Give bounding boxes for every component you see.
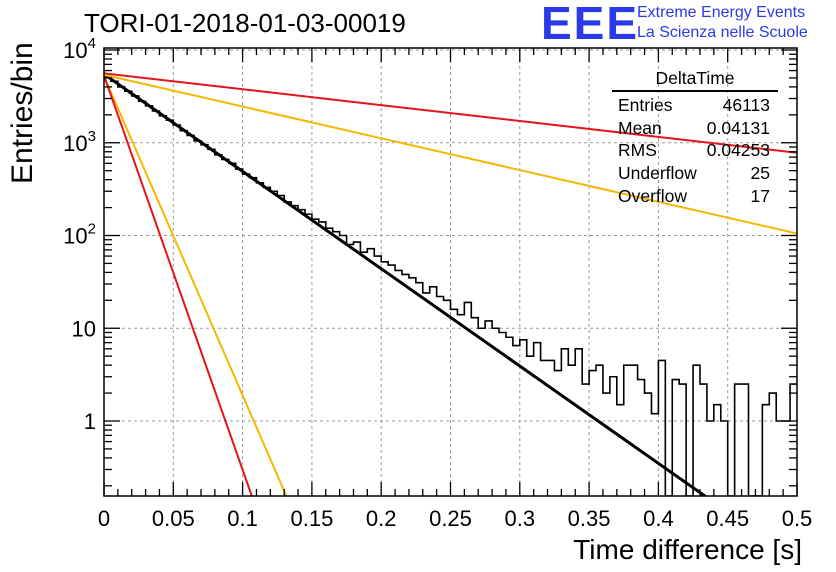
x-axis-label: Time difference [s] — [573, 534, 802, 565]
stats-value: 25 — [750, 163, 770, 184]
x-tick-label: 0.5 — [782, 506, 813, 531]
stats-row-mean: Mean 0.04131 — [612, 117, 778, 140]
eee-logo-line2: La Scienza nelle Scuole — [637, 24, 808, 41]
stats-value: 0.04131 — [706, 117, 770, 138]
y-tick-label: 103 — [63, 128, 96, 156]
x-tick-label: 0.4 — [643, 506, 674, 531]
stats-box: DeltaTime Entries 46113 Mean 0.04131 RMS… — [612, 68, 778, 207]
x-tick-label: 0.25 — [429, 506, 472, 531]
stats-title: DeltaTime — [612, 68, 778, 92]
stats-value: 0.04253 — [706, 140, 770, 161]
x-tick-label: 0 — [98, 506, 110, 531]
stats-value: 46113 — [722, 95, 770, 115]
x-tick-label: 0.2 — [366, 506, 397, 531]
x-tick-label: 0.15 — [290, 506, 333, 531]
stats-label: Overflow — [618, 185, 688, 206]
stats-row-underflow: Underflow 25 — [612, 162, 778, 185]
fit-line-red-slow — [104, 72, 797, 154]
x-tick-label: 0.05 — [152, 506, 195, 531]
y-tick-label: 10 — [72, 316, 96, 341]
stats-label: RMS — [618, 140, 657, 161]
x-tick-label: 0.45 — [706, 506, 749, 531]
fit-line-orange-slow — [104, 73, 797, 235]
stats-label: Mean — [618, 117, 662, 138]
stats-row-overflow: Overflow 17 — [612, 185, 778, 208]
fit-line-orange-fast — [104, 75, 288, 496]
stats-label: Underflow — [618, 163, 697, 184]
fit-line-red-fast — [104, 75, 253, 496]
stats-row-entries: Entries 46113 — [612, 94, 778, 117]
y-axis-label: Entries/bin — [6, 42, 39, 184]
stats-label: Entries — [618, 95, 673, 115]
stats-row-rms: RMS 0.04253 — [612, 139, 778, 162]
eee-logo-line1: Extreme Energy Events — [637, 4, 806, 21]
x-tick-label: 0.35 — [568, 506, 611, 531]
stats-value: 17 — [750, 185, 770, 206]
y-tick-label: 104 — [63, 35, 96, 63]
x-tick-label: 0.1 — [227, 506, 258, 531]
x-tick-label: 0.3 — [505, 506, 536, 531]
y-tick-label: 102 — [63, 221, 96, 249]
fit-line-black — [104, 72, 708, 496]
plot-title: TORI-01-2018-01-03-00019 — [84, 8, 406, 38]
eee-logo-mark: EEE — [541, 0, 640, 49]
y-tick-label: 1 — [84, 409, 96, 434]
